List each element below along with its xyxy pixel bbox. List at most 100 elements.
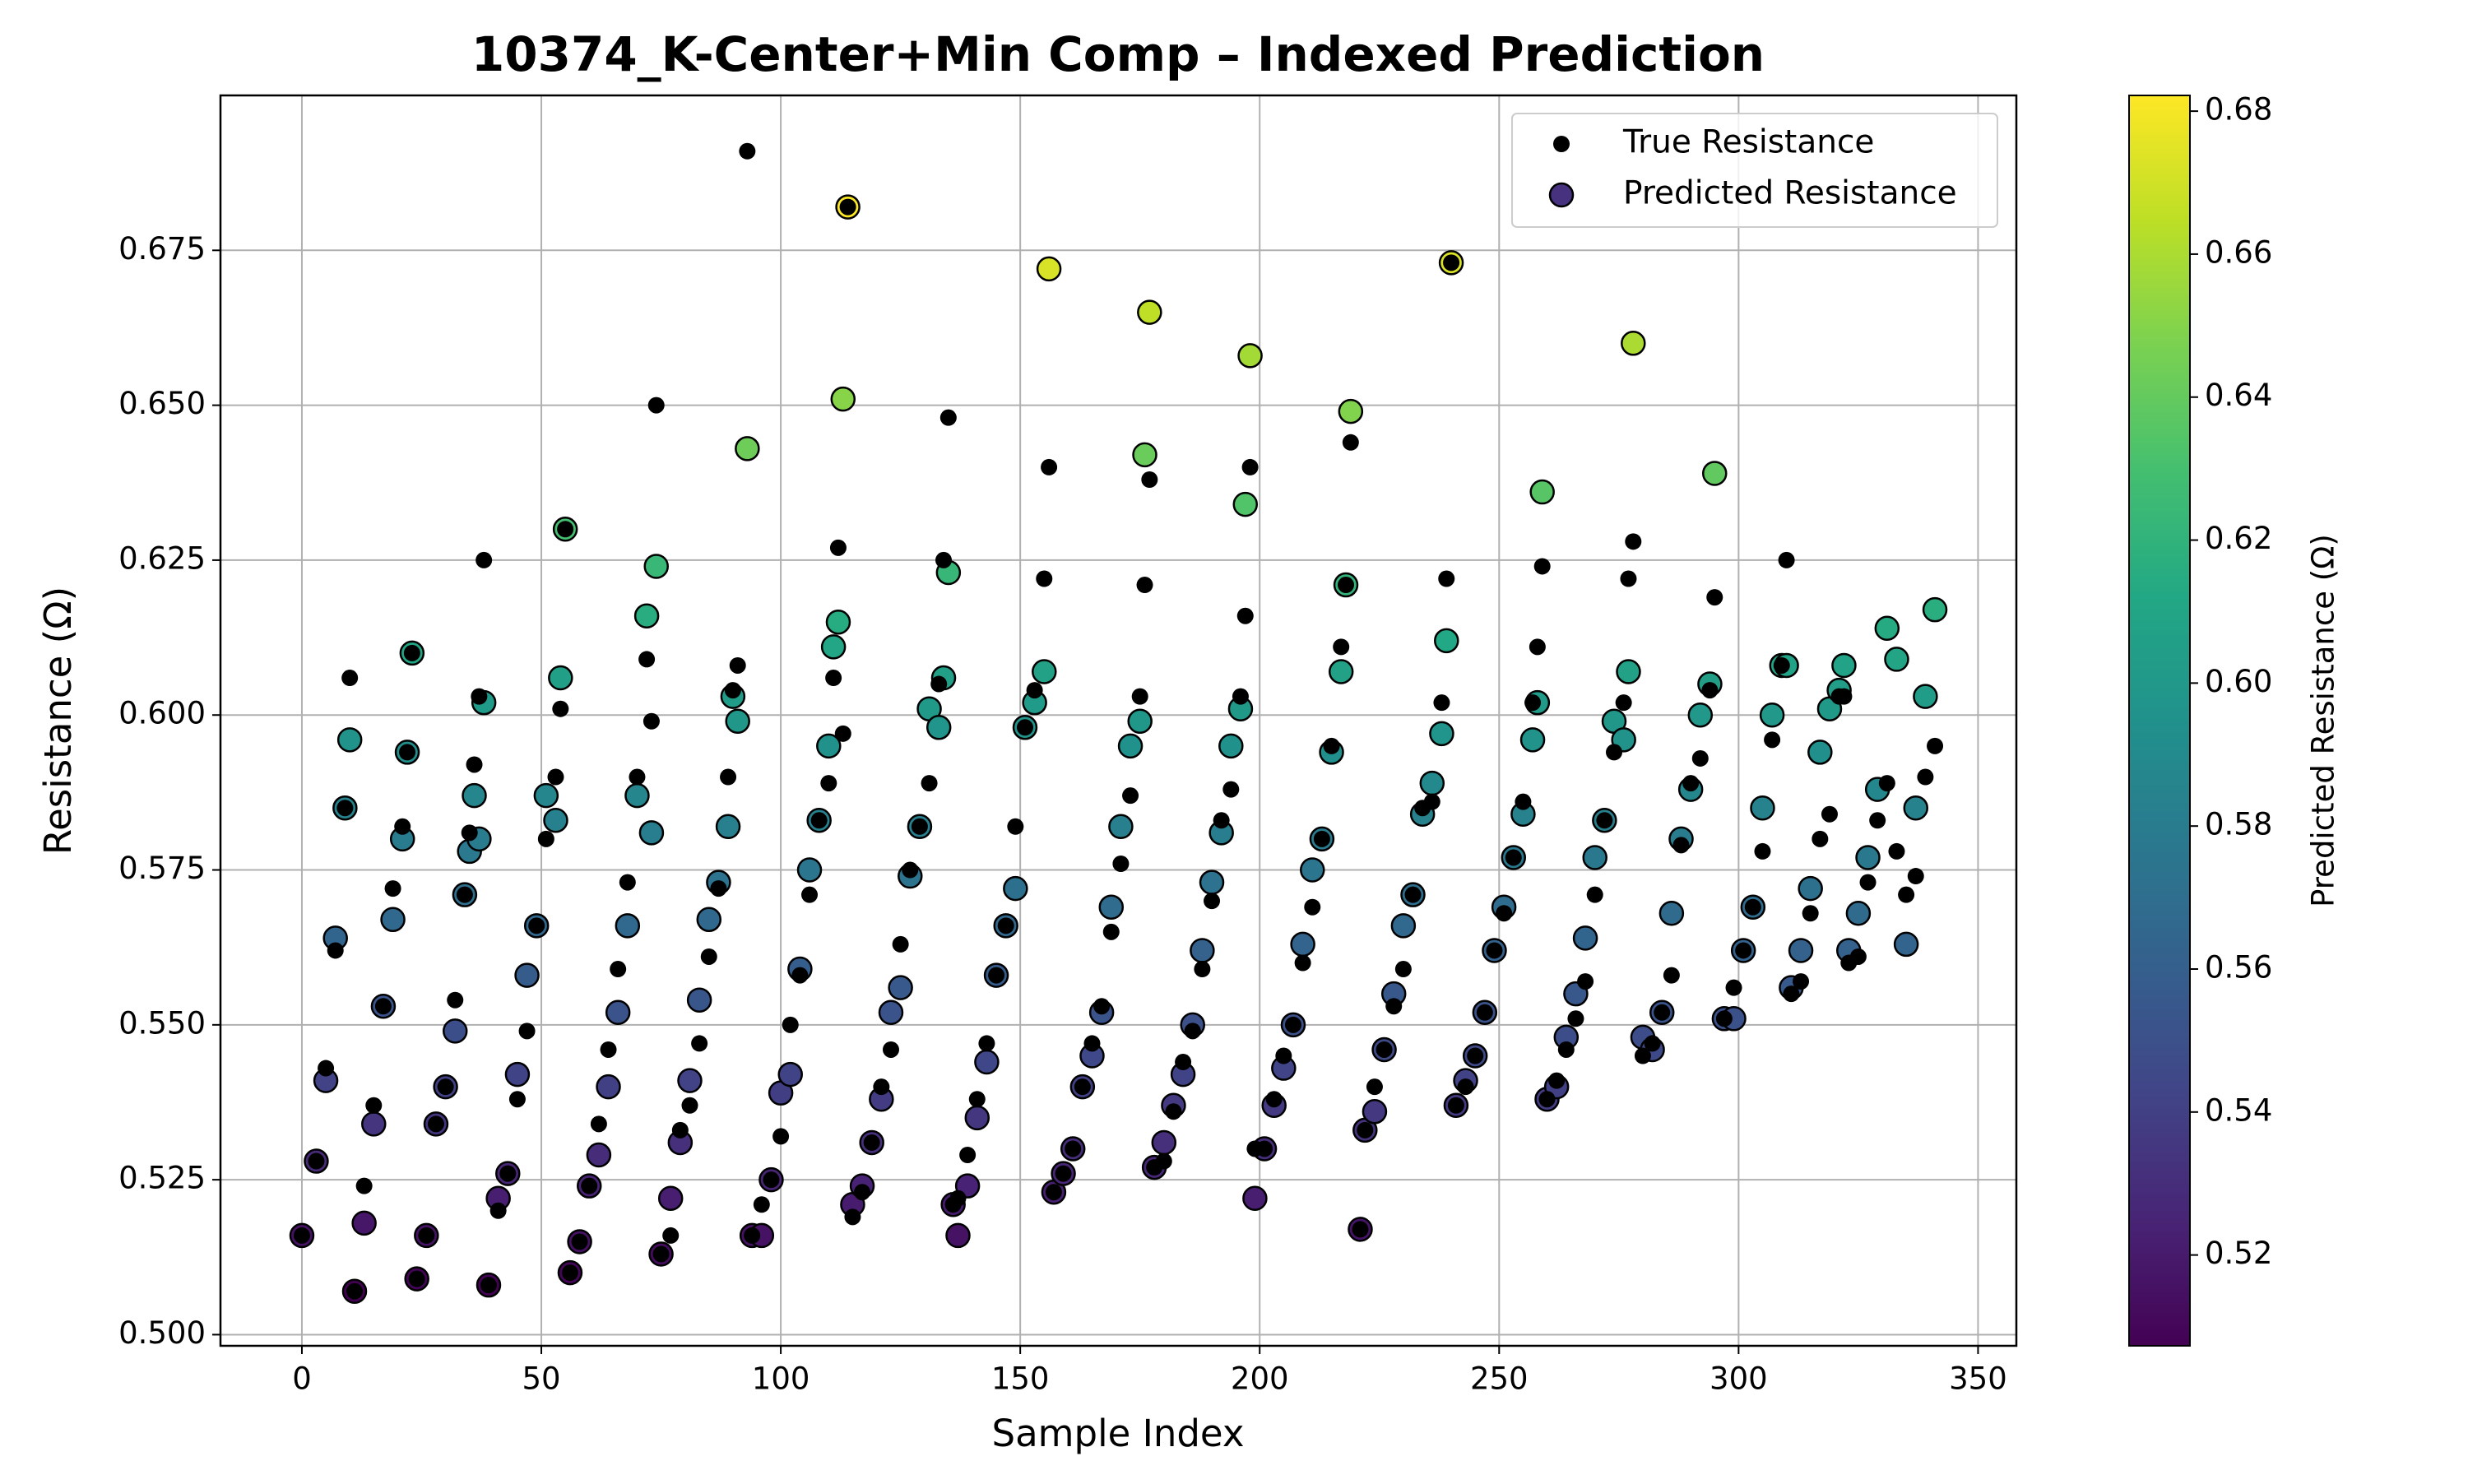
predicted-point (1290, 931, 1315, 958)
true-point (1849, 948, 1867, 965)
true-point (935, 551, 953, 568)
y-tick-label: 0.650 (118, 386, 206, 421)
true-point (1744, 898, 1761, 916)
predicted-point (1108, 814, 1134, 840)
true-point (1443, 254, 1460, 271)
true-point (561, 1264, 578, 1282)
predicted-point (586, 1142, 612, 1168)
true-point (346, 1282, 363, 1300)
predicted-point (1237, 343, 1263, 369)
plot-frame (219, 94, 2018, 1347)
true-point (1706, 589, 1723, 606)
true-point (1065, 1140, 1082, 1157)
true-point (1701, 682, 1719, 699)
legend-marker (1553, 136, 1570, 152)
colorbar-tick-label: 0.54 (2205, 1092, 2272, 1128)
true-point (1778, 551, 1795, 568)
predicted-point (1098, 894, 1125, 920)
true-point (1524, 694, 1542, 712)
predicted-point (1616, 659, 1641, 684)
true-point (537, 830, 554, 847)
true-point (753, 1196, 770, 1213)
true-point (1878, 775, 1895, 792)
true-point (921, 775, 938, 792)
colorbar-tick-label: 0.56 (2205, 950, 2272, 985)
true-point (930, 675, 948, 693)
true-point (1352, 1221, 1369, 1238)
true-point (619, 874, 636, 891)
predicted-point (1845, 901, 1872, 926)
predicted-point (336, 727, 363, 753)
true-point (968, 1091, 986, 1108)
true-point (1175, 1054, 1192, 1071)
true-point (791, 967, 809, 984)
colorbar-label: Predicted Resistance (Ω) (2306, 534, 2341, 907)
true-point (1375, 1041, 1393, 1058)
true-point (739, 142, 756, 160)
legend-label: True Resistance (1622, 124, 1874, 161)
predicted-point (1199, 870, 1225, 895)
true-point (365, 1097, 383, 1114)
predicted-point (1788, 938, 1814, 963)
predicted-point (1798, 875, 1823, 902)
predicted-point (1759, 702, 1785, 728)
true-point (1394, 961, 1412, 978)
true-point (552, 700, 569, 717)
true-point (1222, 781, 1240, 798)
predicted-point (825, 609, 851, 635)
colorbar (2128, 95, 2191, 1347)
true-point (384, 880, 401, 897)
true-point (1333, 638, 1350, 656)
true-point (1577, 973, 1594, 990)
true-point (1802, 905, 1819, 922)
true-point (471, 688, 488, 705)
true-point (557, 521, 574, 538)
predicted-point (945, 1222, 971, 1249)
predicted-point (1032, 659, 1057, 684)
true-point (1672, 837, 1690, 854)
predicted-point (1658, 901, 1685, 926)
true-point (834, 725, 851, 742)
true-point (825, 670, 842, 687)
true-point (518, 1023, 536, 1040)
true-point (671, 1121, 689, 1139)
predicted-point (816, 733, 842, 759)
x-tick-label: 250 (1470, 1361, 1529, 1397)
true-point (1691, 749, 1709, 767)
true-point (1241, 458, 1259, 475)
predicted-point (624, 782, 650, 809)
legend-label: Predicted Resistance (1623, 175, 1957, 212)
true-point (318, 1060, 335, 1077)
predicted-point (888, 975, 913, 1000)
true-point (810, 812, 828, 829)
true-point (1083, 1035, 1101, 1052)
predicted-point (1132, 442, 1157, 468)
true-point (854, 1184, 871, 1201)
true-point (1366, 1078, 1383, 1096)
predicted-point (1117, 733, 1144, 759)
true-point (1773, 656, 1790, 674)
true-point (1122, 787, 1139, 805)
predicted-point (462, 782, 487, 809)
true-point (724, 682, 741, 699)
true-point (829, 539, 847, 556)
true-point (1342, 434, 1359, 451)
true-point (720, 768, 737, 786)
true-point (427, 1115, 444, 1133)
predicted-point (1151, 1129, 1177, 1156)
true-point (1725, 979, 1742, 996)
true-point (547, 768, 564, 786)
colorbar-tick-label: 0.66 (2205, 234, 2272, 270)
predicted-point (1190, 938, 1215, 963)
predicted-point (1300, 857, 1325, 883)
true-point (1888, 842, 1905, 860)
true-point (374, 998, 392, 1015)
true-point (1026, 682, 1043, 699)
true-point (1155, 1152, 1172, 1170)
true-point (1165, 1103, 1182, 1120)
colorbar-tick-label: 0.52 (2205, 1236, 2272, 1271)
true-point (1433, 694, 1450, 712)
true-point (1644, 1035, 1661, 1052)
true-point (1654, 1004, 1671, 1021)
predicted-point (596, 1074, 621, 1100)
